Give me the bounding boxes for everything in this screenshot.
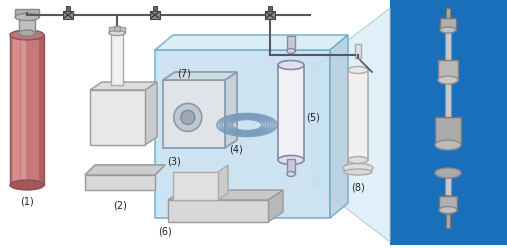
Text: (5): (5) [306,112,320,122]
Bar [445,30,451,65]
Bar [13,35,20,185]
Bar [63,11,73,19]
Bar [155,50,330,218]
Ellipse shape [348,156,368,163]
Polygon shape [225,72,237,148]
Bar [348,70,368,160]
Text: (1): (1) [20,197,34,207]
Bar [153,6,157,11]
Bar [66,6,70,11]
Ellipse shape [278,61,304,69]
Bar [440,18,456,30]
Polygon shape [218,165,228,200]
Bar [278,65,304,160]
Text: (4): (4) [229,145,243,155]
Bar [445,173,451,195]
Circle shape [174,103,202,131]
Bar [438,60,458,80]
Bar [109,27,125,33]
Bar [355,44,361,58]
Ellipse shape [287,49,295,54]
Ellipse shape [348,66,368,73]
Ellipse shape [435,168,461,178]
Bar [111,30,123,85]
Bar [19,19,35,33]
Text: (2): (2) [113,200,127,210]
Ellipse shape [439,207,457,214]
Ellipse shape [15,13,39,21]
Bar [39,35,44,185]
Polygon shape [168,190,283,200]
Bar [287,159,295,174]
Bar [114,26,120,31]
Polygon shape [145,82,157,145]
Bar [445,80,451,120]
Bar [446,8,450,18]
Bar [173,172,218,200]
Polygon shape [85,165,165,175]
Ellipse shape [109,31,125,35]
Polygon shape [268,190,283,222]
Ellipse shape [19,30,35,36]
Polygon shape [312,8,390,242]
Ellipse shape [10,30,44,40]
Ellipse shape [278,155,304,164]
Bar [21,35,26,185]
Bar [163,80,225,148]
Text: (3): (3) [167,156,181,166]
Polygon shape [330,35,348,218]
Ellipse shape [435,140,461,150]
Bar [390,0,507,245]
Bar [265,11,275,19]
Bar [90,90,145,145]
Bar [435,117,461,145]
Text: (8): (8) [351,182,365,192]
Bar [85,175,155,190]
Bar [439,196,457,210]
Bar [287,36,295,51]
Bar [168,200,268,222]
Circle shape [181,110,195,124]
Polygon shape [90,82,157,90]
Polygon shape [155,35,348,50]
Text: (7): (7) [177,68,191,78]
Bar [150,11,160,19]
Bar [15,9,39,17]
Ellipse shape [440,27,456,33]
Bar [268,6,272,11]
Bar [10,35,44,185]
Ellipse shape [10,180,44,190]
Polygon shape [163,72,237,80]
Text: (6): (6) [158,227,172,237]
Polygon shape [85,165,165,175]
Ellipse shape [343,163,373,173]
Ellipse shape [438,76,458,84]
Bar [446,214,450,228]
Ellipse shape [344,169,372,175]
Ellipse shape [287,172,295,177]
